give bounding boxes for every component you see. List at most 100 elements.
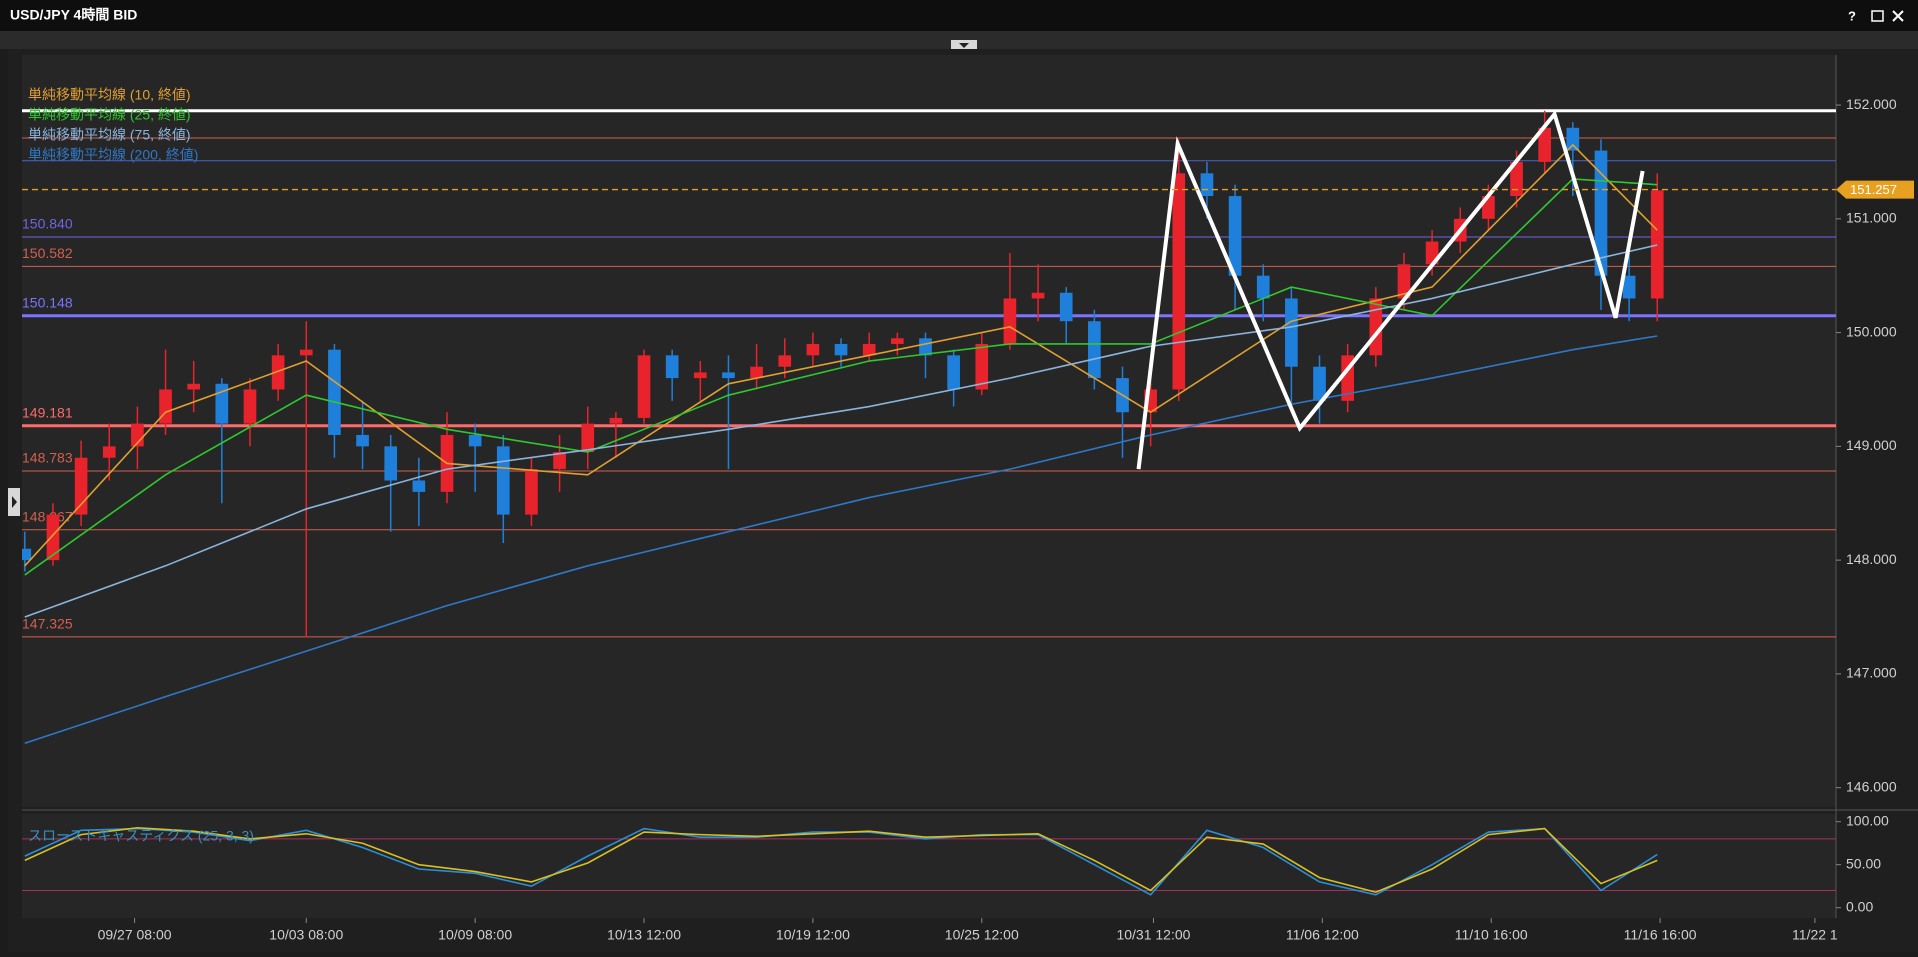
candle-body [356, 434, 369, 447]
level-label: 147.325 [22, 616, 73, 632]
candle-body [1397, 264, 1411, 299]
candle-body [862, 343, 876, 356]
candle-body [1088, 321, 1101, 379]
y-tick-label: 100.00 [1846, 812, 1889, 828]
candle-body [693, 372, 707, 379]
x-tick-label: 09/27 08:00 [98, 927, 172, 943]
candle-body [1313, 366, 1326, 401]
x-tick-label: 10/31 12:00 [1116, 927, 1190, 943]
candle-body [1510, 161, 1523, 197]
candle-body [22, 548, 32, 561]
overlay: 146.000 147.000 148.000 149.000 150.000 151.0… [28, 87, 1914, 943]
candle-body [74, 457, 88, 515]
x-tick-label: 10/25 12:00 [945, 927, 1019, 943]
level-label: 150.148 [22, 294, 73, 310]
y-tick-label: 0.00 [1846, 898, 1873, 914]
x-tick-label: 10/13 12:00 [607, 927, 681, 943]
candle-body [1228, 196, 1242, 276]
candle-body [243, 389, 257, 424]
window-title: USD/JPY 4時間 BID [10, 7, 137, 23]
side-tab-arrow [12, 496, 17, 508]
candle-body [722, 372, 735, 379]
candle-body [806, 343, 820, 356]
candle-body [750, 366, 763, 379]
candle-body [947, 355, 960, 390]
candle-body [1256, 275, 1270, 299]
candle-body [609, 417, 623, 424]
candle-body [187, 383, 201, 390]
x-tick-label: 11/16 16:00 [1624, 927, 1697, 943]
candle-body [665, 355, 679, 379]
y-tick-label: 152.000 [1846, 96, 1897, 112]
candle-body [1200, 173, 1214, 197]
candle-body [525, 469, 538, 515]
candle-body [384, 446, 398, 481]
y-tick-label: 146.000 [1846, 778, 1897, 794]
level-label: 150.840 [22, 216, 73, 232]
y-tick-label: 50.00 [1846, 855, 1881, 871]
price-plot: 150.840150.582150.148149.181148.783148.2… [22, 109, 1836, 745]
series-line [24, 826, 1658, 894]
collapse-arrow [959, 43, 969, 48]
candle-body [468, 434, 482, 447]
y-tick-label: 150.000 [1846, 323, 1897, 339]
candle-body [496, 446, 510, 515]
last-price-tag [1836, 180, 1914, 199]
oscillator-plot [22, 826, 1836, 896]
candle-body [1538, 127, 1552, 162]
candle-body [1622, 275, 1636, 299]
candle-body [637, 355, 651, 418]
candle-body [1566, 127, 1580, 151]
series-line [24, 244, 1658, 618]
x-tick-label: 10/03 08:00 [269, 927, 343, 943]
candle-body [102, 446, 116, 458]
level-label: 149.181 [22, 404, 73, 420]
y-tick-label: 147.000 [1846, 665, 1897, 681]
zigzag-annotation [1136, 109, 1645, 470]
series-line [24, 143, 1658, 567]
legend-entry: 単純移動平均線 (200, 終値) [28, 147, 198, 163]
oscillator-title: スローストキャスティクス (25, 3, 3) [28, 828, 254, 844]
candle-body [778, 355, 792, 367]
series-line [24, 178, 1658, 576]
candle-body [412, 480, 426, 492]
title-bar [0, 0, 1918, 31]
candle-body [46, 514, 60, 561]
candle-body [1031, 292, 1045, 299]
last-price-label: 151.257 [1850, 182, 1897, 197]
x-tick-label: 11/06 12:00 [1286, 927, 1359, 943]
y-tick-label: 151.000 [1846, 210, 1897, 226]
price-panel [22, 55, 1836, 807]
help-button[interactable]: ? [1848, 8, 1856, 23]
level-label: 148.783 [22, 450, 73, 466]
x-tick-label: 10/09 08:00 [438, 927, 512, 943]
candle-body [1059, 292, 1073, 322]
candle-body [271, 355, 285, 390]
x-tick-label: 11/22 1 [1792, 927, 1838, 943]
candle-body [159, 389, 172, 424]
y-tick-label: 149.000 [1846, 437, 1897, 453]
candle-body [553, 452, 566, 470]
candle-body [299, 349, 313, 356]
candle-body [581, 423, 595, 453]
candle-body [919, 338, 932, 356]
legend-entry: 単純移動平均線 (25, 終値) [28, 107, 191, 123]
legend-entry: 単純移動平均線 (75, 終値) [28, 127, 191, 143]
candle-body [328, 349, 341, 435]
candle-body [1650, 190, 1664, 299]
candle-body [1003, 298, 1017, 344]
y-tick-label: 148.000 [1846, 551, 1897, 567]
series-line [24, 335, 1658, 745]
candle-body [975, 343, 989, 390]
oscillator-panel [22, 814, 1836, 918]
candle-body [1285, 298, 1298, 367]
candle-body [891, 338, 904, 344]
close-button[interactable] [1892, 10, 1904, 22]
level-label: 150.582 [22, 245, 73, 261]
legend-entry: 単純移動平均線 (10, 終値) [28, 87, 191, 103]
candle-body [834, 343, 848, 356]
x-tick-label: 11/10 16:00 [1455, 927, 1528, 943]
maximize-button[interactable] [1871, 10, 1884, 22]
